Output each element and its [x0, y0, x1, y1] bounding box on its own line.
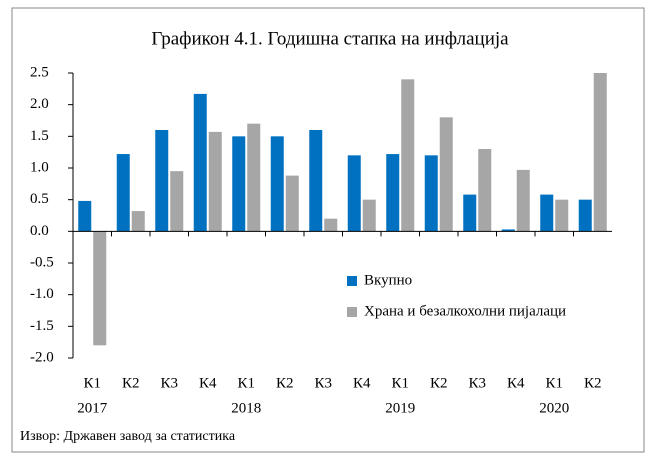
bar: [232, 136, 246, 232]
bar: [478, 149, 492, 232]
bar: [516, 169, 530, 232]
x-tick-label: К2: [122, 375, 140, 391]
bar: [347, 155, 361, 232]
source-note: Извор: Државен завод за статистика: [20, 429, 236, 444]
bar: [578, 199, 592, 232]
year-label: 2020: [539, 400, 569, 416]
bar: [555, 199, 569, 232]
bar: [208, 131, 222, 232]
year-label: 2017: [77, 400, 108, 416]
x-tick-label: К2: [584, 375, 602, 391]
y-tick-label: -1.5: [30, 318, 54, 334]
bar: [131, 211, 145, 232]
bar: [116, 154, 130, 232]
y-tick-label: 1.0: [30, 159, 49, 175]
x-tick-label: К3: [468, 375, 486, 391]
bar: [155, 130, 169, 232]
y-tick-label: 2.5: [30, 64, 49, 80]
y-tick-label: 0.0: [30, 223, 49, 239]
y-tick-label: -2.0: [30, 349, 54, 365]
legend-swatch: [347, 276, 357, 286]
bar: [463, 194, 477, 232]
bar: [309, 130, 323, 232]
year-label: 2019: [385, 400, 415, 416]
bar: [193, 93, 207, 232]
bar: [285, 175, 299, 232]
y-tick-label: -0.5: [30, 254, 54, 270]
bar: [501, 229, 515, 232]
year-label: 2018: [231, 400, 261, 416]
x-tick-label: К4: [199, 375, 217, 391]
bar: [439, 117, 453, 232]
x-tick-label: К3: [314, 375, 332, 391]
x-tick-label: К1: [391, 375, 409, 391]
y-tick-label: 1.5: [30, 128, 49, 144]
x-tick-label: К4: [353, 375, 371, 391]
x-tick-label: К2: [276, 375, 294, 391]
x-tick-label: К1: [545, 375, 563, 391]
x-tick-label: К3: [160, 375, 178, 391]
bar: [270, 136, 284, 232]
bar: [386, 154, 400, 232]
chart-title: Графикон 4.1. Годишна стапка на инфлациј…: [151, 28, 509, 49]
bar: [593, 73, 607, 232]
y-tick-label: 0.5: [30, 191, 49, 207]
y-tick-label: 2.0: [30, 96, 49, 112]
bar: [324, 218, 338, 232]
bar: [362, 199, 376, 232]
bar: [247, 123, 261, 232]
x-tick-label: К2: [430, 375, 448, 391]
bar: [401, 79, 415, 232]
bar: [78, 200, 92, 232]
x-tick-label: К1: [83, 375, 101, 391]
bar: [540, 194, 554, 232]
bar: [93, 231, 107, 346]
legend-label: Храна и безалкохолни пијалаци: [364, 303, 566, 319]
y-tick-label: -1.0: [30, 286, 54, 302]
bar: [424, 155, 438, 232]
x-tick-label: К4: [507, 375, 525, 391]
bar: [170, 171, 184, 232]
legend-swatch: [347, 307, 357, 317]
legend-label: Вкупно: [364, 272, 412, 288]
x-tick-label: К1: [237, 375, 255, 391]
